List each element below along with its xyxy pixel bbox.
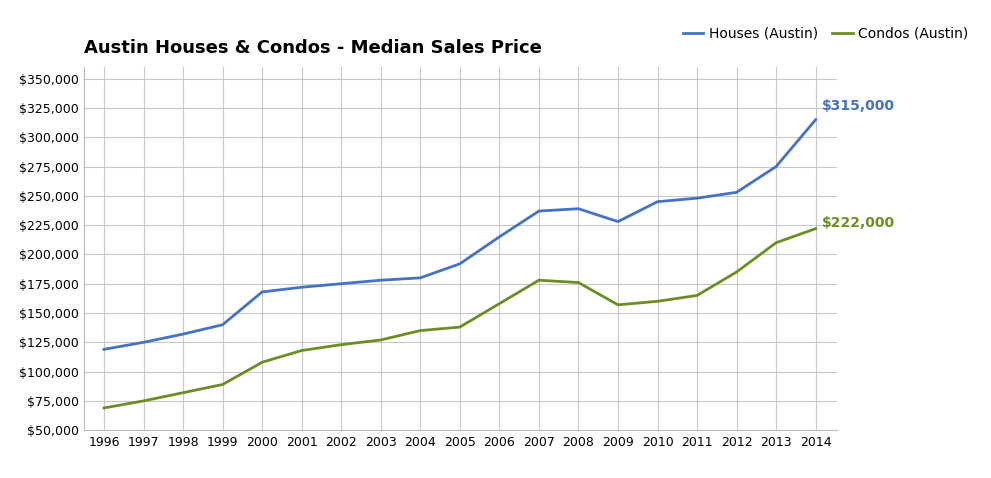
Text: $222,000: $222,000 — [822, 216, 895, 230]
Text: Austin Houses & Condos - Median Sales Price: Austin Houses & Condos - Median Sales Pr… — [84, 39, 542, 57]
Legend: Houses (Austin), Condos (Austin): Houses (Austin), Condos (Austin) — [677, 22, 974, 46]
Text: $315,000: $315,000 — [822, 98, 895, 113]
